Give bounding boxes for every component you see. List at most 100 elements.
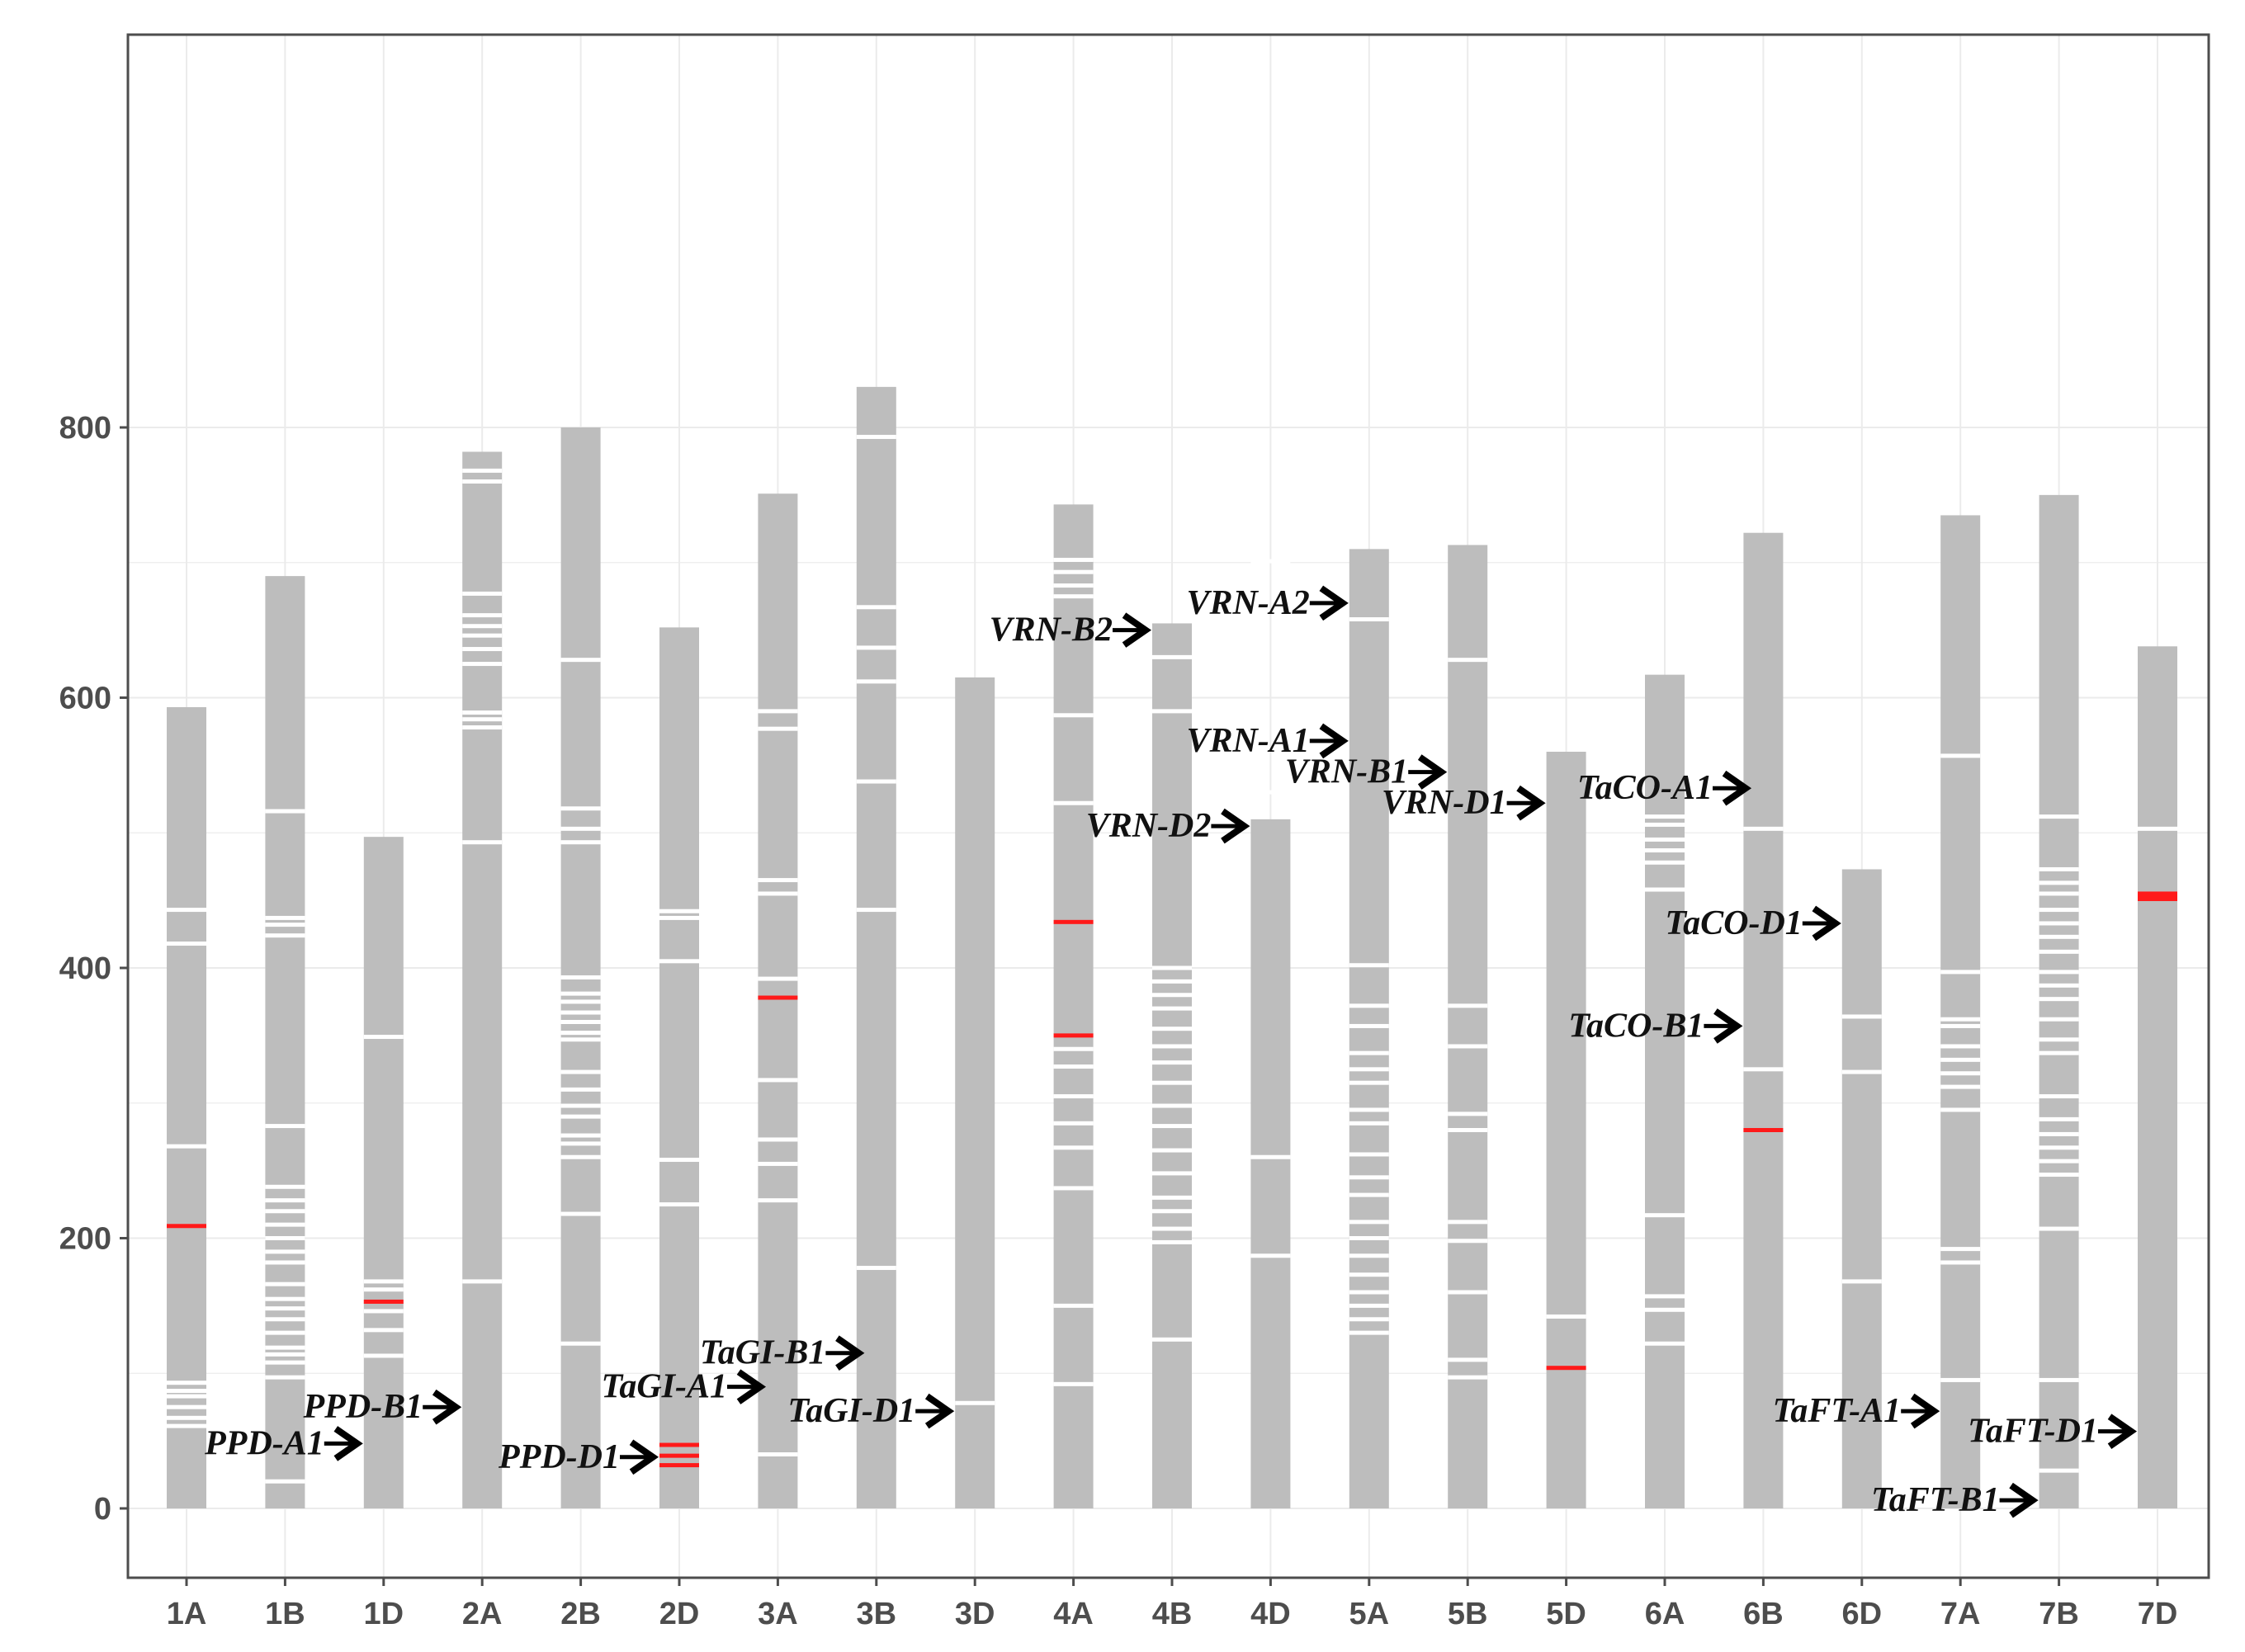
chromosome-1D [363,837,404,1508]
chromosome-gap-band [265,915,305,920]
gene-annotation: VRN-B2 [990,611,1152,649]
chromosome-bar [1448,545,1488,1508]
chromosome-gap-band [265,809,305,814]
chromosome-bar [363,837,404,1508]
chromosome-gap-band [363,1279,404,1284]
chromosome-gap-band [462,840,503,845]
chromosome-gap-band [659,959,699,964]
chromosome-gap-band [1349,1303,1389,1308]
chromosome-gap-band [2039,1226,2079,1231]
chromosome-gap-band [1349,1330,1389,1335]
x-tick-label: 2B [560,1597,601,1631]
chromosome-gap-band [1645,1294,1685,1299]
chromosome-gap-band [758,891,798,896]
gene-annotation: VRN-D2 [1086,807,1250,845]
chromosome-1B [265,576,305,1508]
gene-annotation: TaFT-A1 [1773,1392,1940,1430]
chromosome-gap-band [167,1415,206,1420]
chromosome-gap-band [560,1141,601,1146]
chromosome-gap-band [758,1198,798,1203]
chromosome-bar [1940,515,1981,1508]
gene-annotation: TaFT-D1 [1968,1413,2138,1451]
gene-label: VRN-D2 [1086,807,1212,845]
gene-arrow [629,1439,659,1475]
chromosome-gap-band [1940,970,1981,975]
gene-arrow [1516,785,1546,821]
chromosome-gap-band [265,1317,305,1322]
chromosome-gap-band [758,1078,798,1083]
chromosome-gap-band [167,1394,206,1399]
chromosome-gap-band [462,591,503,596]
chromosome-gap-band [856,1266,896,1271]
chromosome-gap-band [1448,1003,1488,1008]
gene-label: TaFT-D1 [1968,1413,2098,1451]
chromosome-gap-band [265,1124,305,1129]
chromosome-gap-band [1448,1112,1488,1116]
plot-frame [126,33,2210,1579]
chromosome-gap-band [1645,822,1685,827]
chromosome-gap-band [1841,1069,1882,1074]
gene-label: TaGI-B1 [700,1334,825,1372]
chromosome-bar [167,706,206,1508]
chromosome-gap-band [2039,1050,2079,1055]
chromosome-gap-band [462,479,503,484]
chromosome-gap-band [856,605,896,610]
chromosome-gap-band [462,647,503,652]
highlight-marker [659,1453,699,1458]
chromosome-bar [1053,504,1094,1508]
gene-annotation: TaCO-A1 [1577,769,1752,807]
chromosome-gap-band [1053,713,1094,718]
chromosome-gap-band [363,1353,404,1358]
chromosome-gap-band [1448,1044,1488,1049]
gene-annotation: VRN-A2 [1186,584,1349,622]
chromosome-gap-band [1250,1253,1291,1258]
chromosome-gap-band [758,1137,798,1142]
highlight-marker [1053,919,1094,924]
highlight-marker [1743,1128,1784,1132]
chromosome-gap-band [1448,1375,1488,1380]
chromosome-gap-band [1645,860,1685,865]
chromosome-gap-band [462,725,503,730]
chromosome-gap-band [265,1360,305,1365]
x-tick-label: 7B [2039,1597,2079,1631]
chromosome-gap-band [265,933,305,938]
chromosome-gap-band [265,923,305,927]
chromosome-gap-band [1152,1239,1192,1244]
chromosome-gap-band [560,806,601,811]
x-tick-label: 6D [1842,1597,1883,1631]
chromosome-bar [265,576,305,1508]
chromosome-gap-band [1349,1175,1389,1180]
chromosome-gap-band [2138,826,2177,831]
gene-arrow [333,1426,363,1461]
chromosome-5D [1546,752,1586,1508]
chromosome-7D [2138,646,2177,1508]
chromosome-gap-band [265,1345,305,1350]
chromosome-gap-band [167,908,206,913]
gene-label: TaGI-D1 [787,1392,915,1430]
chromosome-gap-band [1053,1046,1094,1051]
chromosome-gap-band [1053,800,1094,805]
gene-annotation: VRN-D1 [1382,784,1546,822]
chromosome-gap-band [363,1287,404,1292]
chromosome-bar [560,427,601,1508]
chromosome-gap-band [2039,891,2079,896]
chromosome-gap-band [1152,1060,1192,1065]
chromosome-gap-band [1349,1272,1389,1277]
chromosome-3B [856,386,896,1508]
chromosome-2A [462,451,503,1508]
gene-label: VRN-A1 [1186,722,1309,760]
chromosome-gap-band [1349,1067,1389,1072]
chromosome-gap-band [1645,814,1685,819]
chromosome-2D [659,627,699,1508]
chromosome-1A [167,706,206,1508]
gene-annotation: PPD-A1 [204,1424,363,1462]
chromosome-gap-band [758,1452,798,1456]
chromosome-gap-band [659,909,699,913]
chromosome-gap-band [560,1103,601,1108]
chromosome-gap-band [1152,1195,1192,1200]
chromosome-5A [1349,549,1389,1508]
chromosome-gap-band [1645,848,1685,853]
chromosome-gap-band [560,1010,601,1015]
chromosome-gap-band [1152,1148,1192,1153]
